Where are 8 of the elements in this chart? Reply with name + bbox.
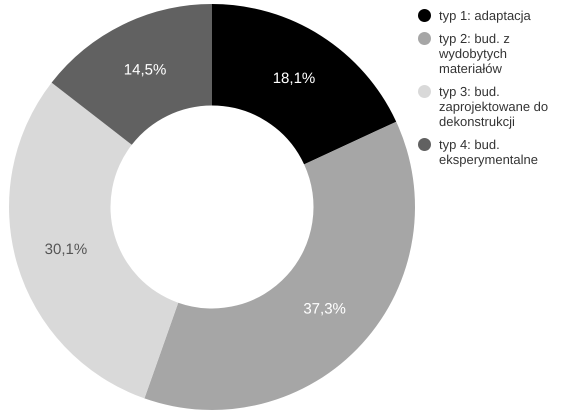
data-label: 37,3%: [303, 300, 346, 318]
legend-label: typ 1: adaptacja: [439, 8, 531, 23]
legend-label: typ 2: bud. z wydobytych materiałów: [439, 31, 511, 76]
data-label: 14,5%: [124, 61, 166, 78]
legend-label: typ 4: bud. eksperymentalne: [439, 137, 539, 167]
data-label: 18,1%: [272, 70, 316, 87]
data-label: 30,1%: [44, 241, 88, 258]
legend-label: typ 3: bud. zaprojektowane do dekonstrukcji: [439, 84, 550, 129]
